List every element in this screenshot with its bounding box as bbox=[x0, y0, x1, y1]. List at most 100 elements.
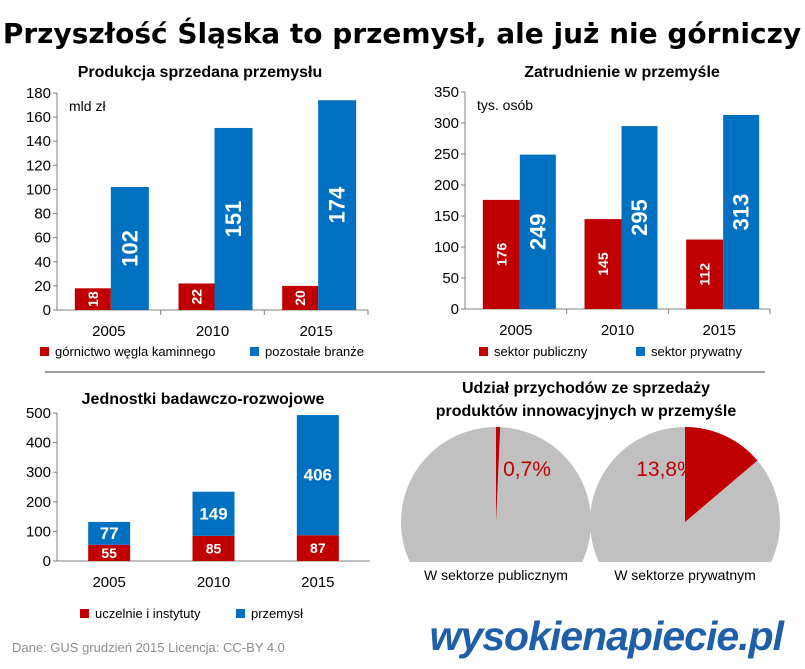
y-tick-label: 100 bbox=[26, 181, 51, 198]
source-note: Dane: GUS grudzień 2015 Licencja: CC-BY … bbox=[12, 640, 285, 655]
legend-entry: sektor publiczny bbox=[494, 344, 588, 359]
data-label: 145 bbox=[595, 252, 611, 276]
data-label: 112 bbox=[697, 263, 713, 286]
y-tick-label: 200 bbox=[26, 494, 51, 511]
chart-rnd-units: Jednostki badawczo-rozwojowe 0 100 200 300 40… bbox=[26, 391, 370, 621]
x-tick-label: 2015 bbox=[299, 323, 332, 340]
logo-text: wysokienapiecie.pl bbox=[430, 613, 786, 659]
data-label: 55 bbox=[101, 545, 117, 561]
pie-value-label: 13,8% bbox=[636, 458, 696, 481]
y-tick-label: 500 bbox=[26, 405, 51, 422]
bar bbox=[192, 491, 235, 536]
bar bbox=[584, 219, 622, 309]
data-label: 313 bbox=[729, 194, 754, 231]
chart-title-line: produktów innowacyjnych w przemyśle bbox=[436, 403, 737, 420]
y-tick-label: 350 bbox=[434, 84, 459, 101]
y-tick-label: 300 bbox=[434, 115, 459, 132]
y-tick-label: 20 bbox=[34, 278, 51, 295]
pie-value-label: 0,7% bbox=[503, 458, 551, 481]
data-label: 249 bbox=[525, 213, 550, 250]
bar bbox=[723, 114, 760, 309]
data-label: 18 bbox=[85, 291, 101, 307]
legend-swatch bbox=[250, 347, 259, 356]
y-tick-label: 0 bbox=[43, 553, 51, 570]
x-tick-label: 2005 bbox=[92, 574, 125, 591]
chart-industrial-employment: Zatrudnienie w przemyśle 0 50 100 150 200 250 3… bbox=[434, 64, 771, 359]
legend-swatch bbox=[479, 347, 488, 356]
y-tick-label: 60 bbox=[34, 230, 51, 247]
bar bbox=[621, 126, 658, 309]
x-tick-label: 2010 bbox=[196, 323, 229, 340]
bar bbox=[519, 154, 556, 309]
chart-title: Jednostki badawczo-rozwojowe bbox=[82, 391, 325, 408]
chart-title-line: Udział przychodów ze sprzedaży bbox=[462, 380, 710, 397]
bar bbox=[88, 544, 131, 561]
data-label: 151 bbox=[221, 201, 246, 238]
data-label: 174 bbox=[325, 186, 350, 223]
chart-title: Zatrudnienie w przemyśle bbox=[524, 64, 720, 81]
y-tick-label: 400 bbox=[26, 435, 51, 452]
data-label: 20 bbox=[292, 290, 308, 306]
y-tick-label: 0 bbox=[43, 302, 51, 319]
y-tick-label: 200 bbox=[434, 177, 459, 194]
y-tick-label: 150 bbox=[434, 208, 459, 225]
bar bbox=[74, 288, 111, 310]
data-label: 176 bbox=[493, 243, 509, 267]
x-tick-label: 2015 bbox=[702, 322, 735, 339]
chart-industrial-sales: Produkcja sprzedana przemysłu 0 20 40 60 80 10… bbox=[26, 64, 369, 359]
bar bbox=[296, 535, 339, 561]
data-label: 149 bbox=[199, 504, 227, 523]
chart-innovation-share: Udział przychodów ze sprzedaży produktów … bbox=[401, 380, 780, 583]
y-tick-label: 40 bbox=[34, 254, 51, 271]
legend-entry: pozostałe branże bbox=[265, 344, 364, 359]
pie-slice-highlight bbox=[496, 427, 501, 522]
bar bbox=[110, 187, 149, 310]
chart-title: Produkcja sprzedana przemysłu bbox=[78, 64, 323, 81]
x-tick-label: 2015 bbox=[301, 574, 334, 591]
data-label: 85 bbox=[206, 540, 222, 556]
legend-entry: uczelnie i instytuty bbox=[95, 606, 201, 621]
x-tick-label: 2005 bbox=[499, 322, 532, 339]
legend-swatch bbox=[636, 347, 645, 356]
legend-entry: przemysł bbox=[251, 606, 303, 621]
y-tick-label: 250 bbox=[434, 146, 459, 163]
bar bbox=[482, 199, 520, 309]
pie-category-label: W sektorze prywatnym bbox=[614, 567, 756, 583]
bar bbox=[318, 100, 357, 310]
y-tick-label: 80 bbox=[34, 206, 51, 223]
data-label: 406 bbox=[304, 466, 332, 485]
y-tick-label: 50 bbox=[442, 270, 459, 287]
pie bbox=[590, 427, 780, 562]
y-tick-label: 100 bbox=[434, 239, 459, 256]
y-tick-label: 180 bbox=[26, 85, 51, 102]
data-label: 22 bbox=[189, 289, 205, 305]
data-label: 77 bbox=[100, 524, 119, 543]
y-tick-label: 120 bbox=[26, 157, 51, 174]
data-label: 87 bbox=[310, 540, 326, 556]
x-tick-label: 2010 bbox=[197, 574, 230, 591]
page-title: Przyszłość Śląska to przemysł, ale już n… bbox=[3, 16, 801, 50]
bar bbox=[214, 127, 253, 310]
legend-entry: sektor prywatny bbox=[651, 344, 743, 359]
y-tick-label: 0 bbox=[451, 301, 459, 318]
data-label: 102 bbox=[117, 230, 142, 267]
x-tick-label: 2010 bbox=[601, 322, 634, 339]
pie-category-label: W sektorze publicznym bbox=[424, 567, 568, 583]
pie-slice-highlight bbox=[685, 427, 758, 522]
data-label: 295 bbox=[627, 199, 652, 236]
y-tick-label: 300 bbox=[26, 464, 51, 481]
unit-label: mld zł bbox=[69, 98, 106, 114]
legend-swatch bbox=[40, 347, 49, 356]
pie bbox=[401, 427, 591, 562]
y-tick-label: 100 bbox=[26, 523, 51, 540]
bar bbox=[192, 535, 235, 561]
bar bbox=[88, 521, 131, 545]
unit-label: tys. osób bbox=[477, 97, 533, 113]
logo: wysokienapiecie.pl bbox=[430, 613, 787, 659]
bar bbox=[686, 239, 724, 309]
bar bbox=[296, 415, 339, 536]
legend-swatch bbox=[236, 609, 245, 618]
legend-swatch bbox=[80, 609, 89, 618]
legend-entry: górnictwo węgla kaminnego bbox=[55, 344, 215, 359]
bar bbox=[282, 285, 319, 310]
